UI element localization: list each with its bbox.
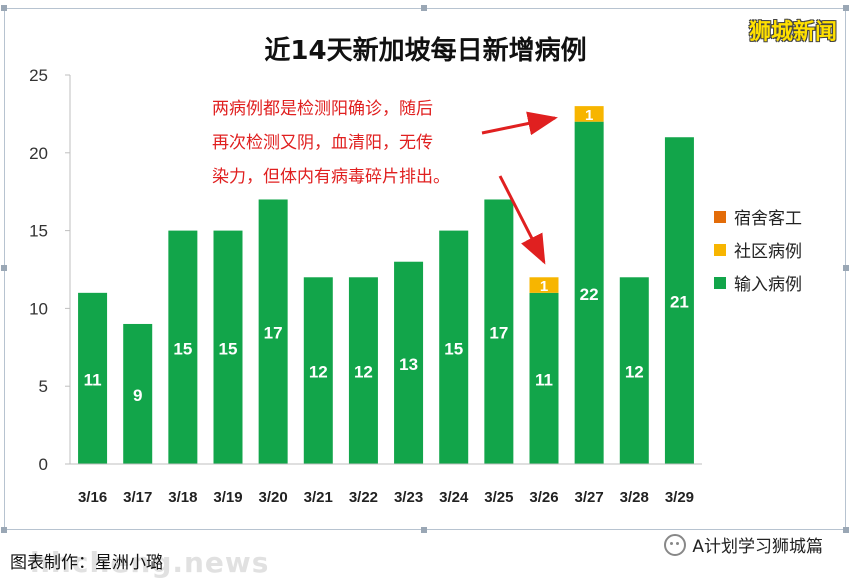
legend-label: 宿舍客工	[734, 209, 802, 229]
x-tick-label: 3/17	[123, 489, 152, 506]
legend-item-imported: 输入病例	[714, 266, 802, 299]
bar-segment	[258, 199, 288, 465]
y-tick-label: 0	[39, 455, 48, 474]
x-tick-label: 3/19	[213, 489, 242, 506]
annotation-arrow-to-3-27	[481, 111, 558, 136]
resize-handle[interactable]	[843, 527, 849, 533]
bar-segment	[123, 323, 153, 464]
bar-value-label: 9	[133, 386, 142, 405]
bar-value-label: 15	[173, 339, 192, 358]
x-tick-label: 3/27	[575, 489, 604, 506]
legend-item-community: 社区病例	[714, 233, 802, 266]
bar-value-label: 13	[399, 355, 418, 374]
annotation-note: 两病例都是检测阳确诊，随后 再次检测又阴，血清阳，无传 染力，但体内有病毒碎片排…	[212, 92, 512, 194]
resize-handle[interactable]	[1, 5, 7, 11]
bar-segment	[484, 199, 514, 465]
bar-segment	[348, 277, 378, 464]
x-tick-label: 3/21	[304, 489, 333, 506]
bar-value-label: 1	[540, 278, 548, 295]
x-tick-label: 3/20	[259, 489, 288, 506]
x-tick-label: 3/25	[484, 489, 513, 506]
x-tick-label: 3/29	[665, 489, 694, 506]
y-tick-label: 10	[29, 299, 48, 318]
bar-value-label: 15	[444, 339, 463, 358]
wechat-icon	[664, 533, 687, 556]
credit-text: 图表制作：星洲小璐	[10, 553, 163, 573]
bar-segment	[78, 292, 108, 464]
legend-swatch	[714, 276, 726, 289]
bar-value-label: 15	[219, 339, 238, 358]
resize-handle[interactable]	[843, 265, 849, 271]
bar-segment	[168, 230, 198, 464]
x-tick-label: 3/24	[439, 489, 469, 506]
bar-segment	[303, 277, 333, 464]
bar-value-label: 17	[489, 324, 508, 343]
resize-handle[interactable]	[421, 5, 427, 11]
x-tick-label: 3/18	[168, 489, 197, 506]
legend-label: 社区病例	[734, 242, 802, 262]
bar-value-label: 12	[625, 363, 644, 382]
y-tick-label: 20	[29, 144, 48, 163]
legend: 宿舍客工 社区病例 输入病例	[714, 200, 802, 299]
annotation-line: 染力，但体内有病毒碎片排出。	[212, 167, 450, 187]
x-axis: 3/16 3/17 3/18 3/19 3/20 3/21 3/22 3/23 3/24 3/25…	[70, 463, 702, 506]
bar-value-label: 12	[354, 363, 373, 382]
bar-value-label: 11	[84, 370, 102, 389]
annotation-line: 两病例都是检测阳确诊，随后	[212, 99, 433, 119]
x-tick-label: 3/16	[78, 489, 107, 506]
annotation-arrow-to-3-26	[498, 175, 546, 265]
bar-segment	[529, 277, 559, 293]
y-tick-label: 15	[29, 222, 48, 241]
bar-value-label: 11	[535, 370, 553, 389]
bar-value-label: 22	[580, 285, 599, 304]
bar-value-label: 1	[585, 107, 593, 124]
bar-value-label: 17	[264, 324, 283, 343]
account-badge: A计划学习狮城篇	[664, 532, 823, 557]
y-tick-label: 5	[39, 377, 48, 396]
x-tick-label: 3/23	[394, 489, 423, 506]
bar-segment	[574, 106, 604, 122]
bar-segment	[574, 121, 604, 465]
bar-segment	[213, 230, 243, 464]
bar-segment	[619, 277, 649, 464]
annotation-line: 再次检测又阴，血清阳，无传	[212, 133, 433, 153]
bar-segment	[439, 230, 469, 464]
chart-title: 近14天新加坡每日新增病例	[264, 36, 587, 66]
bar-segment	[394, 261, 424, 464]
bar-value-label: 21	[670, 293, 689, 312]
legend-item-dormitory: 宿舍客工	[714, 200, 802, 233]
x-tick-label: 3/28	[620, 489, 649, 506]
resize-handle[interactable]	[1, 265, 7, 271]
resize-handle[interactable]	[421, 527, 427, 533]
legend-swatch	[714, 243, 726, 256]
legend-swatch	[714, 210, 726, 223]
legend-label: 输入病例	[734, 275, 802, 295]
bar-value-label: 12	[309, 363, 328, 382]
account-name: A计划学习狮城篇	[692, 537, 823, 557]
resize-handle[interactable]	[843, 5, 849, 11]
bar-segment	[529, 292, 559, 464]
y-axis: 0 5 10 15 20 25	[29, 66, 71, 474]
x-tick-label: 3/26	[529, 489, 558, 506]
brand-logo: 狮城新闻	[748, 20, 837, 45]
resize-handle[interactable]	[1, 527, 7, 533]
bar-segment	[664, 137, 694, 465]
x-tick-label: 3/22	[349, 489, 378, 506]
y-tick-label: 25	[29, 66, 48, 85]
